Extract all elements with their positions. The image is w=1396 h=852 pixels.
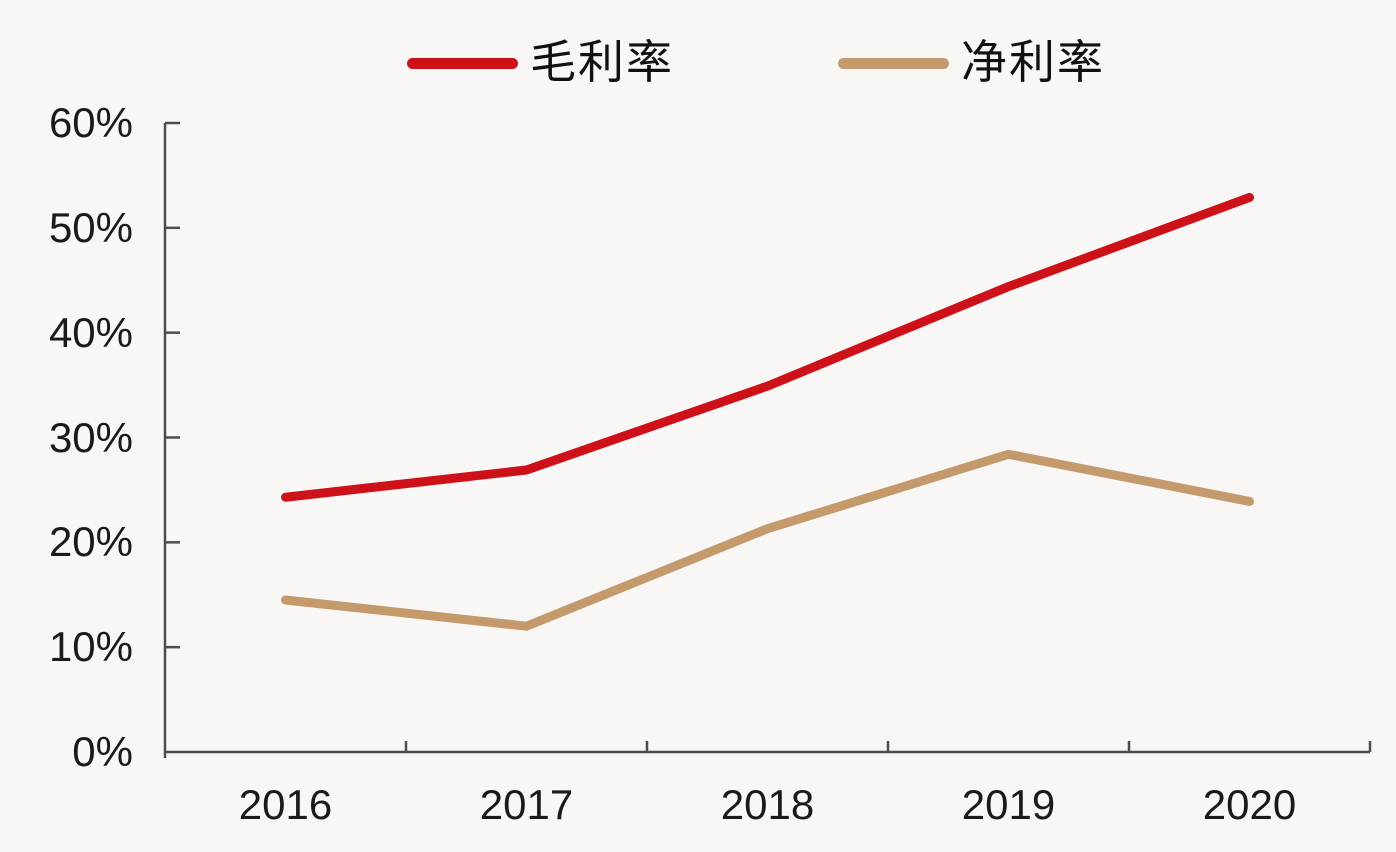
y-tick-label: 30% xyxy=(48,413,133,461)
x-tick-label: 2018 xyxy=(720,781,815,828)
y-tick-label: 10% xyxy=(48,623,133,671)
gross-margin-legend-line-icon xyxy=(407,57,518,69)
y-tick-label: 50% xyxy=(48,203,133,251)
y-tick-label: 60% xyxy=(48,99,133,146)
y-tick-label: 40% xyxy=(48,308,133,356)
legend-item-gross-margin: 毛利率 xyxy=(407,38,674,88)
x-tick-label: 2019 xyxy=(961,781,1056,828)
legend-item-net-margin: 净利率 xyxy=(838,38,1105,88)
net-margin-legend-line-icon xyxy=(838,57,949,69)
net-margin-legend-label: 净利率 xyxy=(961,37,1105,88)
series-line-gross-margin xyxy=(281,192,1254,502)
gross-margin-legend-label: 毛利率 xyxy=(530,37,674,88)
x-tick-label: 2016 xyxy=(238,781,333,828)
y-tick-label: 20% xyxy=(48,518,133,566)
x-tick-label: 2020 xyxy=(1202,781,1297,828)
legend: 毛利率 净利率 xyxy=(0,0,1396,100)
x-tick-label: 2017 xyxy=(479,781,574,828)
y-tick-label: 0% xyxy=(72,728,133,775)
series-line-net-margin xyxy=(281,449,1254,631)
